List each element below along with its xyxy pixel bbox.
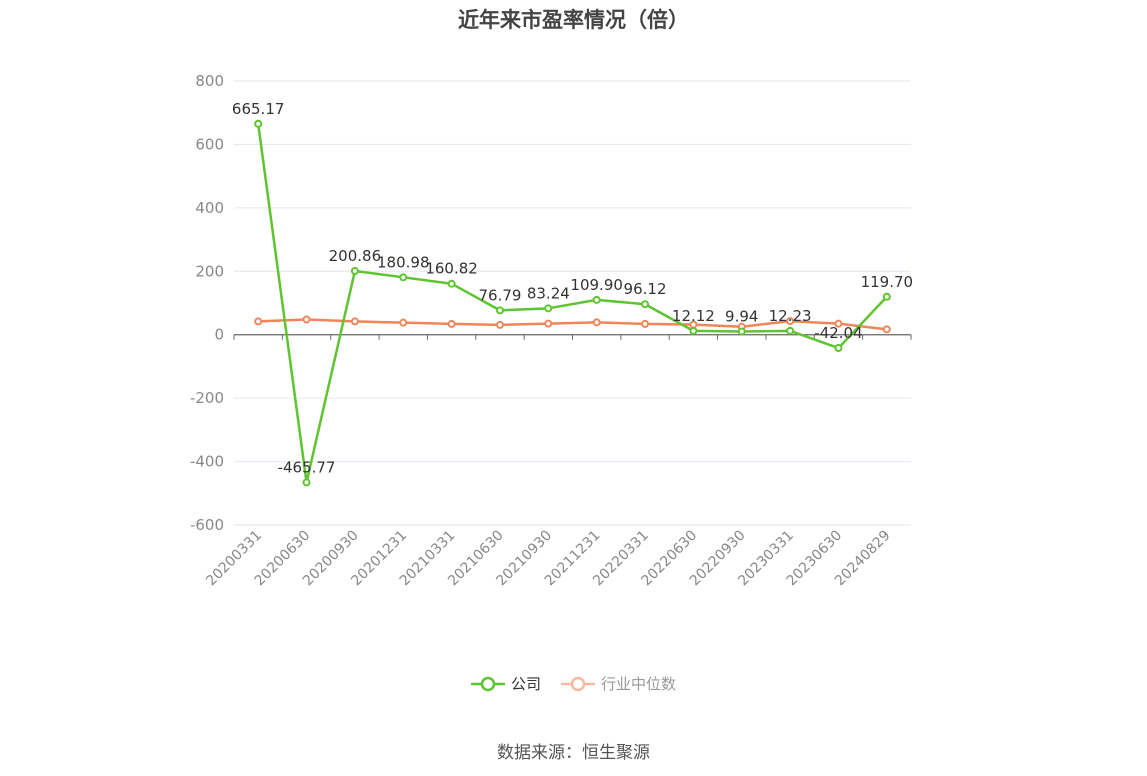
series-lines bbox=[254, 119, 891, 487]
data-label: 12.12 bbox=[672, 307, 715, 325]
industry-point bbox=[447, 319, 456, 328]
y-tick-label: 600 bbox=[195, 135, 224, 153]
company-point bbox=[737, 327, 746, 336]
legend: 公司 行业中位数 bbox=[0, 673, 1147, 694]
data-label: -465.77 bbox=[278, 458, 336, 476]
company-point bbox=[544, 304, 553, 313]
company-point bbox=[786, 326, 795, 335]
industry-point bbox=[495, 320, 504, 329]
industry-point bbox=[592, 318, 601, 327]
company-point bbox=[399, 273, 408, 282]
data-label: 119.70 bbox=[861, 273, 914, 291]
industry-point bbox=[399, 318, 408, 327]
industry-line bbox=[258, 318, 887, 331]
company-line bbox=[256, 123, 888, 484]
industry-point bbox=[882, 325, 891, 334]
legend-company-marker bbox=[470, 676, 505, 691]
y-tick-label: 400 bbox=[195, 199, 224, 217]
industry-point bbox=[254, 317, 263, 326]
data-label: 83.24 bbox=[527, 284, 570, 302]
company-point bbox=[689, 326, 698, 335]
y-tick-label: -400 bbox=[190, 453, 224, 471]
company-point bbox=[834, 344, 843, 353]
y-tick-label: 200 bbox=[195, 262, 224, 280]
data-label: 160.82 bbox=[425, 260, 478, 278]
industry-point bbox=[544, 319, 553, 328]
legend-industry-label: 行业中位数 bbox=[601, 675, 677, 693]
chart-title: 近年来市盈率情况（倍） bbox=[458, 8, 689, 32]
data-source: 数据来源：恒生聚源 bbox=[497, 743, 650, 763]
company-point bbox=[254, 119, 263, 128]
company-point bbox=[592, 295, 601, 304]
legend-item-company[interactable]: 公司 bbox=[470, 673, 541, 694]
industry-point bbox=[641, 319, 650, 328]
data-label: 9.94 bbox=[725, 308, 758, 326]
data-label: 76.79 bbox=[478, 286, 521, 304]
y-tick-label: -600 bbox=[190, 516, 224, 534]
company-point bbox=[882, 292, 891, 301]
legend-company-label: 公司 bbox=[510, 675, 541, 693]
company-point bbox=[641, 300, 650, 309]
industry-point bbox=[350, 317, 359, 326]
data-label: 12.23 bbox=[769, 307, 812, 325]
data-label: 200.86 bbox=[329, 247, 382, 265]
company-point bbox=[447, 279, 456, 288]
y-axis: 800 600 400 200 0 -200 -400 -600 bbox=[190, 72, 224, 534]
data-label: 109.90 bbox=[570, 276, 623, 294]
industry-point bbox=[786, 317, 795, 326]
legend-industry-marker bbox=[561, 676, 595, 691]
y-tick-label: 0 bbox=[214, 326, 224, 344]
industry-point bbox=[834, 319, 843, 328]
company-point bbox=[302, 478, 311, 487]
industry-point bbox=[302, 315, 311, 324]
grid-lines bbox=[234, 80, 911, 526]
data-label: 96.12 bbox=[624, 280, 667, 298]
company-point bbox=[350, 267, 359, 276]
legend-item-industry[interactable]: 行业中位数 bbox=[561, 673, 676, 694]
y-tick-label: 800 bbox=[195, 72, 224, 90]
data-label: 180.98 bbox=[377, 253, 430, 271]
y-tick-label: -200 bbox=[190, 389, 224, 407]
company-point bbox=[495, 306, 504, 315]
data-label: -42.04 bbox=[814, 324, 862, 342]
data-label: 665.17 bbox=[232, 100, 285, 118]
